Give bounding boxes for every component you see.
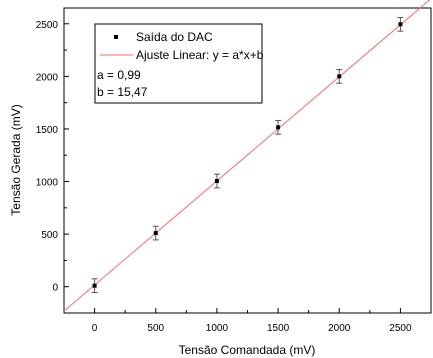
marker-4 xyxy=(337,74,342,79)
x-tick-label-4: 2000 xyxy=(328,323,351,334)
y-tick-label-2: 1000 xyxy=(36,178,59,189)
y-axis-title: Tensão Gerada (mV) xyxy=(9,104,23,215)
data-point-0 xyxy=(91,278,98,293)
x-axis-title: Tensão Comandada (mV) xyxy=(179,343,316,357)
marker-5 xyxy=(398,22,403,27)
data-point-4 xyxy=(336,69,343,84)
x-tick-label-3: 1500 xyxy=(267,323,290,334)
y-tick-label-1: 500 xyxy=(41,230,58,241)
y-tick-label-3: 1500 xyxy=(36,125,59,136)
data-point-1 xyxy=(152,225,159,241)
annotation-b: b = 15,47 xyxy=(97,85,148,99)
data-point-2 xyxy=(213,173,220,189)
data-point-3 xyxy=(275,120,282,135)
marker-2 xyxy=(214,179,219,184)
axis-ticks xyxy=(64,23,401,313)
x-tick-label-5: 2500 xyxy=(389,323,412,334)
marker-1 xyxy=(153,231,158,236)
legend: Saída do DAC Ajuste Linear: y = a*x+b a … xyxy=(94,23,264,104)
data-points xyxy=(91,16,404,293)
data-point-5 xyxy=(397,16,404,32)
y-tick-label-4: 2000 xyxy=(36,72,59,83)
legend-entry-series: Saída do DAC xyxy=(136,30,213,44)
legend-box xyxy=(94,23,263,104)
x-tick-labels: 0 500 1000 1500 2000 2500 xyxy=(92,323,412,334)
marker-0 xyxy=(92,283,97,288)
x-tick-label-2: 1000 xyxy=(206,323,229,334)
legend-marker-square xyxy=(114,35,118,39)
x-tick-label-1: 500 xyxy=(147,323,164,334)
marker-3 xyxy=(276,125,281,130)
y-tick-labels: 0 500 1000 1500 2000 2500 xyxy=(36,20,59,294)
y-tick-label-5: 2500 xyxy=(36,20,59,31)
legend-entry-fit: Ajuste Linear: y = a*x+b xyxy=(136,48,264,62)
linear-fit-line xyxy=(63,0,431,312)
y-tick-label-0: 0 xyxy=(52,283,58,294)
x-tick-label-0: 0 xyxy=(92,323,98,334)
annotation-a: a = 0,99 xyxy=(97,68,141,82)
